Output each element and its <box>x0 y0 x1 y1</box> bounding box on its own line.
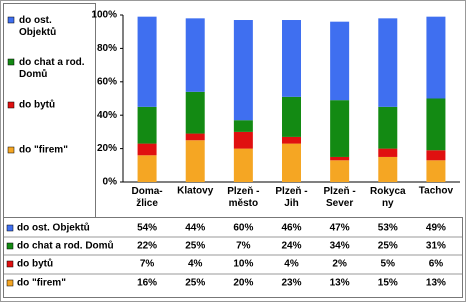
bar-segment <box>282 136 301 144</box>
table-cell: 13% <box>426 278 446 289</box>
bar-segment <box>233 148 253 182</box>
y-tick-label: 0% <box>103 177 118 188</box>
bar-segment <box>185 140 205 182</box>
bar-segment <box>282 143 301 182</box>
table-swatch <box>6 279 14 287</box>
table-row-label: do chat a rod. Domů <box>17 240 114 252</box>
bar-segment <box>185 91 205 134</box>
table-cell: 7% <box>236 241 251 252</box>
y-tick-label: 100% <box>91 10 117 21</box>
table-cell: 44% <box>185 223 205 234</box>
table-cell: 6% <box>429 259 444 270</box>
table-cell: 60% <box>233 223 253 234</box>
table-cell: 24% <box>281 241 301 252</box>
table-cell: 5% <box>381 259 396 270</box>
table-cell: 46% <box>281 223 301 234</box>
table-cell: 49% <box>426 223 446 234</box>
table-cell: 4% <box>284 259 299 270</box>
bar-segment <box>426 16 446 99</box>
legend-swatch <box>7 101 15 109</box>
table-cell: 34% <box>330 241 350 252</box>
legend-swatch <box>7 146 15 154</box>
table-cell: 25% <box>378 241 398 252</box>
y-tick-label: 80% <box>97 43 117 54</box>
bar-segment <box>378 18 398 107</box>
table-cell: 25% <box>185 278 205 289</box>
table-row-label: do "firem" <box>17 278 66 289</box>
bar-segment <box>378 148 398 157</box>
table-row-label: do ost. Objektů <box>17 222 90 234</box>
table-cell: 23% <box>281 278 301 289</box>
table-cell: 15% <box>378 278 398 289</box>
table-cell: 10% <box>233 259 253 270</box>
table-cell: 47% <box>330 223 350 234</box>
table-cell: 31% <box>426 241 446 252</box>
data-table <box>3 217 463 298</box>
bar-segment <box>137 143 157 156</box>
x-tick-label: Doma-žlice <box>132 186 163 209</box>
bar-segment <box>330 160 350 182</box>
x-tick-label: Rokyca ny <box>370 186 406 209</box>
legend-label: do chat a rod. Domů <box>19 57 85 80</box>
bar-segment <box>426 150 446 161</box>
table-row-label: do bytů <box>17 258 53 270</box>
bar-segment <box>233 20 253 121</box>
table-cell: 4% <box>188 259 203 270</box>
legend-swatch <box>7 16 15 24</box>
bar-segment <box>282 96 301 137</box>
bar-segment <box>426 160 446 182</box>
bar-segment <box>137 155 157 182</box>
legend-label: do bytů <box>19 99 55 111</box>
table-cell: 13% <box>330 278 350 289</box>
table-swatch <box>6 260 14 268</box>
bar-segment <box>137 106 157 144</box>
y-tick-label: 40% <box>97 110 117 121</box>
table-cell: 54% <box>137 223 157 234</box>
bar-segment <box>185 133 205 141</box>
y-tick-label: 60% <box>97 76 117 87</box>
table-swatch <box>6 242 14 250</box>
table-cell: 16% <box>137 278 157 289</box>
legend-label: do "firem" <box>19 145 68 156</box>
bar-segment <box>233 120 253 132</box>
bar-segment <box>330 21 350 101</box>
bar-segment <box>185 18 205 92</box>
bar-segment <box>137 16 157 107</box>
bar-segment <box>378 156 398 182</box>
bar-segment <box>330 100 350 157</box>
legend-box <box>3 3 96 218</box>
legend-label: do ost. Objektů <box>19 15 56 38</box>
bar-segment <box>426 98 446 151</box>
table-cell: 53% <box>378 223 398 234</box>
bar-segment <box>233 131 253 149</box>
table-cell: 20% <box>233 278 253 289</box>
legend-swatch <box>7 58 15 66</box>
x-tick-label: Klatovy <box>177 186 214 197</box>
bar-segment <box>378 106 398 149</box>
bar-segment <box>330 156 350 161</box>
table-cell: 25% <box>185 241 205 252</box>
y-tick-label: 20% <box>97 143 117 154</box>
table-cell: 7% <box>140 259 155 270</box>
table-cell: 22% <box>137 241 157 252</box>
x-tick-label: Plzeň -město <box>227 186 259 209</box>
x-tick-label: Plzeň -Sever <box>324 186 356 209</box>
table-swatch <box>6 224 14 232</box>
bar-segment <box>282 20 301 97</box>
x-tick-label: Plzeň -Jih <box>275 186 307 209</box>
table-cell: 2% <box>332 259 347 270</box>
x-tick-label: Tachov <box>419 186 454 197</box>
